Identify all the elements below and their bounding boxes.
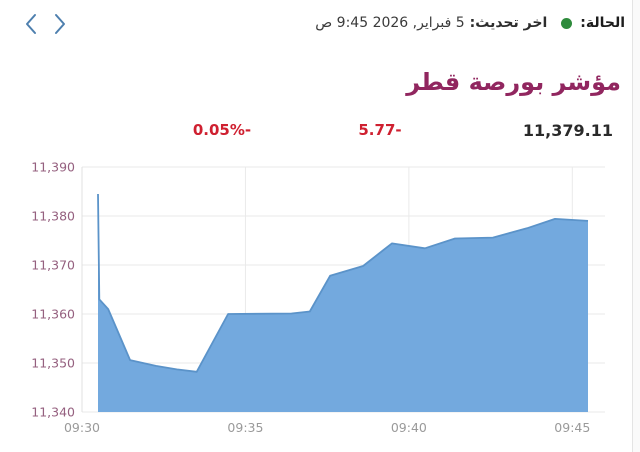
- widget-right-border: [632, 0, 633, 452]
- status-dot-icon: [561, 17, 573, 29]
- last-update-value: 5 فبراير, 2026 9:45 ص: [315, 15, 465, 31]
- svg-text:11,390: 11,390: [31, 160, 75, 175]
- svg-text:11,340: 11,340: [31, 405, 75, 420]
- change-percent-value: -0.05%: [192, 121, 252, 139]
- svg-text:09:30: 09:30: [64, 420, 100, 435]
- svg-text:11,380: 11,380: [31, 209, 75, 224]
- status-label: الحالة:: [580, 15, 625, 31]
- svg-text:11,360: 11,360: [31, 307, 75, 322]
- index-area-chart: 11,390 11,380 11,370 11,360 11,350 11,340 09:3…: [0, 150, 640, 450]
- last-price-value: 11,379.11: [522, 121, 613, 140]
- svg-text:09:35: 09:35: [227, 420, 263, 435]
- next-button[interactable]: [51, 11, 69, 37]
- chevron-left-icon: [24, 13, 38, 35]
- svg-text:09:40: 09:40: [391, 420, 427, 435]
- prev-button[interactable]: [22, 11, 40, 37]
- carousel-nav: [22, 11, 69, 37]
- svg-text:11,370: 11,370: [31, 258, 75, 273]
- svg-text:09:45: 09:45: [554, 420, 590, 435]
- chevron-right-icon: [53, 13, 67, 35]
- last-update-label: اخر تحديث:: [469, 15, 548, 31]
- status-bar: الحالة: اخر تحديث: 5 فبراير, 2026 9:45 ص: [315, 15, 625, 31]
- svg-text:11,350: 11,350: [31, 356, 75, 371]
- change-value: -5.77: [358, 121, 402, 139]
- page-title: مؤشر بورصة قطر: [406, 68, 621, 96]
- chart-canvas: 11,39011,38011,37011,36011,35011,34009:3…: [31, 160, 605, 435]
